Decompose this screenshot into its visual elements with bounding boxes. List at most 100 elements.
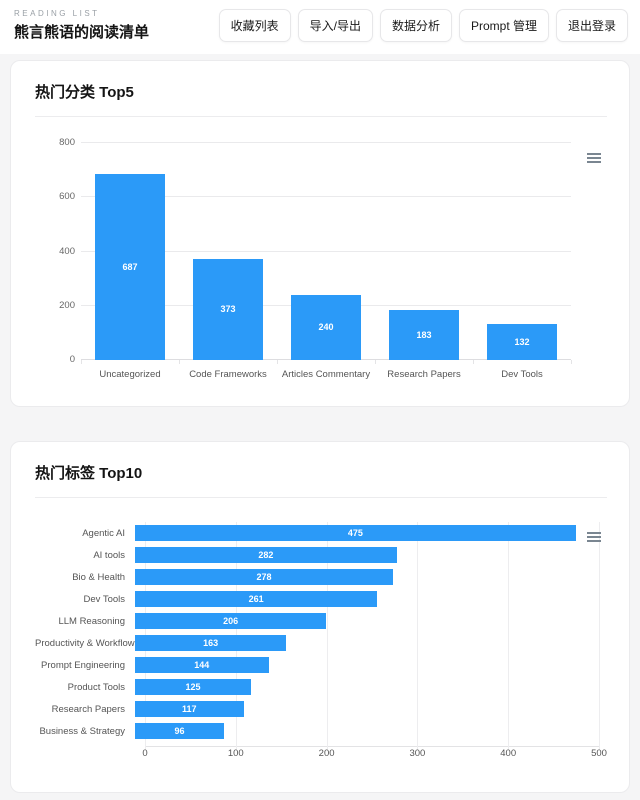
tag-row: LLM Reasoning 206 (35, 610, 599, 632)
gridline (508, 522, 510, 750)
bar[interactable]: 163 (135, 635, 287, 651)
logout-button[interactable]: 退出登录 (555, 9, 628, 42)
bar[interactable]: 240 (291, 294, 361, 360)
tag-row: Research Papers 117 (35, 698, 599, 720)
tag-label: Business & Strategy (39, 725, 125, 737)
bar-track: 206 (135, 613, 599, 629)
card-divider (35, 116, 607, 117)
bar-value-label: 96 (174, 726, 185, 736)
category-label: Articles Commentary (281, 369, 371, 380)
bar[interactable]: 282 (135, 547, 397, 563)
bar-value-label: 144 (194, 660, 210, 670)
y-axis-tick-label: 0 (69, 354, 75, 365)
card-top-tags: 热门标签 Top10 Agentic AI 475 AI tools 282 Bio &… (10, 441, 630, 793)
bar-track: 117 (135, 701, 599, 717)
x-axis-tick-label: 400 (500, 748, 517, 759)
gridline (417, 522, 419, 750)
tag-label: Bio & Health (72, 571, 125, 583)
x-axis-tick-mark (179, 360, 180, 364)
favorites-list-button[interactable]: 收藏列表 (218, 9, 291, 42)
bar[interactable]: 475 (135, 525, 576, 541)
gridline (81, 142, 571, 143)
x-axis-tick-label: 500 (591, 748, 607, 759)
chart-context-menu-button[interactable] (583, 526, 605, 548)
tag-label: AI tools (93, 549, 125, 561)
x-axis-tick-mark (277, 360, 278, 364)
main-nav: 收藏列表 导入/导出 数据分析 Prompt 管理 退出登录 (218, 9, 628, 42)
data-analysis-button[interactable]: 数据分析 (379, 9, 452, 42)
bar-value-label: 240 (318, 322, 334, 333)
tag-label: Prompt Engineering (41, 659, 125, 671)
tag-row: Dev Tools 261 (35, 588, 599, 610)
tag-label: Dev Tools (83, 593, 125, 605)
x-axis-tick-label: 200 (318, 748, 335, 759)
bar[interactable]: 278 (135, 569, 393, 585)
bar[interactable]: 125 (135, 679, 251, 695)
bar[interactable]: 117 (135, 701, 244, 717)
brand-eyebrow: READING LIST (14, 9, 100, 18)
bar[interactable]: 206 (135, 613, 327, 629)
y-axis-tick-label: 200 (59, 299, 75, 311)
gridline (81, 196, 571, 198)
bar-value-label: 206 (223, 616, 239, 626)
x-axis-tick-label: 100 (227, 748, 244, 759)
bar-track: 282 (135, 547, 599, 563)
card-divider (35, 497, 607, 498)
bar-track: 278 (135, 569, 599, 585)
bar-track: 125 (135, 679, 599, 695)
tag-label: Product Tools (67, 681, 125, 693)
bar[interactable]: 261 (135, 591, 378, 607)
category-label: Code Frameworks (189, 369, 267, 380)
gridline (81, 250, 571, 252)
y-axis-tick-label: 400 (59, 245, 75, 257)
x-axis-category-labels: Uncategorized Code Frameworks Articles Com… (81, 369, 571, 380)
tag-row: AI tools 282 (35, 544, 599, 566)
bars-layer: 687 373 240 183 132 (81, 143, 571, 360)
bar[interactable]: 132 (487, 324, 557, 360)
tag-row: Bio & Health 278 (35, 566, 599, 588)
page-title: 熊言熊语的阅读清单 (14, 24, 150, 41)
tag-label: Research Papers (51, 703, 125, 715)
bar-track: 475 (135, 525, 599, 541)
bar-value-label: 132 (514, 337, 530, 348)
tag-row: Productivity & Workflow 163 (35, 632, 599, 654)
tag-row: Product Tools 125 (35, 676, 599, 698)
card-top-categories: 热门分类 Top5 0 200 400 600 800 687 373 240 183 132 U… (10, 60, 630, 407)
chart-title-tags: 热门标签 Top10 (35, 465, 143, 482)
x-axis-tick-mark (375, 360, 376, 364)
x-axis-tick-mark (571, 360, 572, 364)
bar-track: 144 (135, 657, 599, 673)
bar-track: 261 (135, 591, 599, 607)
tag-row: Agentic AI 475 (35, 522, 599, 544)
bar[interactable]: 96 (135, 723, 225, 739)
import-export-button[interactable]: 导入/导出 (297, 9, 373, 42)
tag-label: LLM Reasoning (58, 615, 125, 627)
bar-value-label: 278 (256, 572, 272, 582)
x-axis-tick-mark (473, 360, 474, 364)
top-bar: READING LIST 熊言熊语的阅读清单 收藏列表 导入/导出 数据分析 P… (0, 0, 640, 54)
horizontal-bar-chart: Agentic AI 475 AI tools 282 Bio & Health 278 D… (35, 522, 607, 766)
bar-value-label: 373 (220, 304, 236, 315)
bar-value-label: 475 (347, 528, 363, 538)
bar-track: 163 (135, 635, 599, 651)
bar[interactable]: 687 (95, 173, 165, 360)
column-chart: 0 200 400 600 800 687 373 240 183 132 Uncategoriz… (35, 138, 605, 380)
plot-area: Agentic AI 475 AI tools 282 Bio & Health 278 D… (35, 522, 607, 766)
bar-value-label: 261 (248, 594, 264, 604)
y-axis-tick-label: 600 (59, 191, 75, 203)
bar-track: 96 (135, 723, 599, 739)
plot-area: 0 200 400 600 800 687 373 240 183 132 (59, 138, 572, 365)
brand-block: READING LIST 熊言熊语的阅读清单 (14, 9, 149, 42)
chart-context-menu-button[interactable] (583, 147, 605, 169)
category-label: Dev Tools (501, 369, 543, 380)
x-axis-tick-mark (81, 360, 82, 364)
gridline (326, 522, 328, 750)
gridline (599, 522, 600, 750)
bar-value-label: 183 (416, 330, 432, 341)
tag-label: Productivity & Workflow (35, 637, 135, 649)
bar[interactable]: 144 (135, 657, 269, 673)
category-label: Research Papers (387, 369, 461, 380)
bar[interactable]: 373 (193, 258, 263, 360)
prompt-management-button[interactable]: Prompt 管理 (458, 9, 549, 42)
bar[interactable]: 183 (389, 310, 459, 360)
